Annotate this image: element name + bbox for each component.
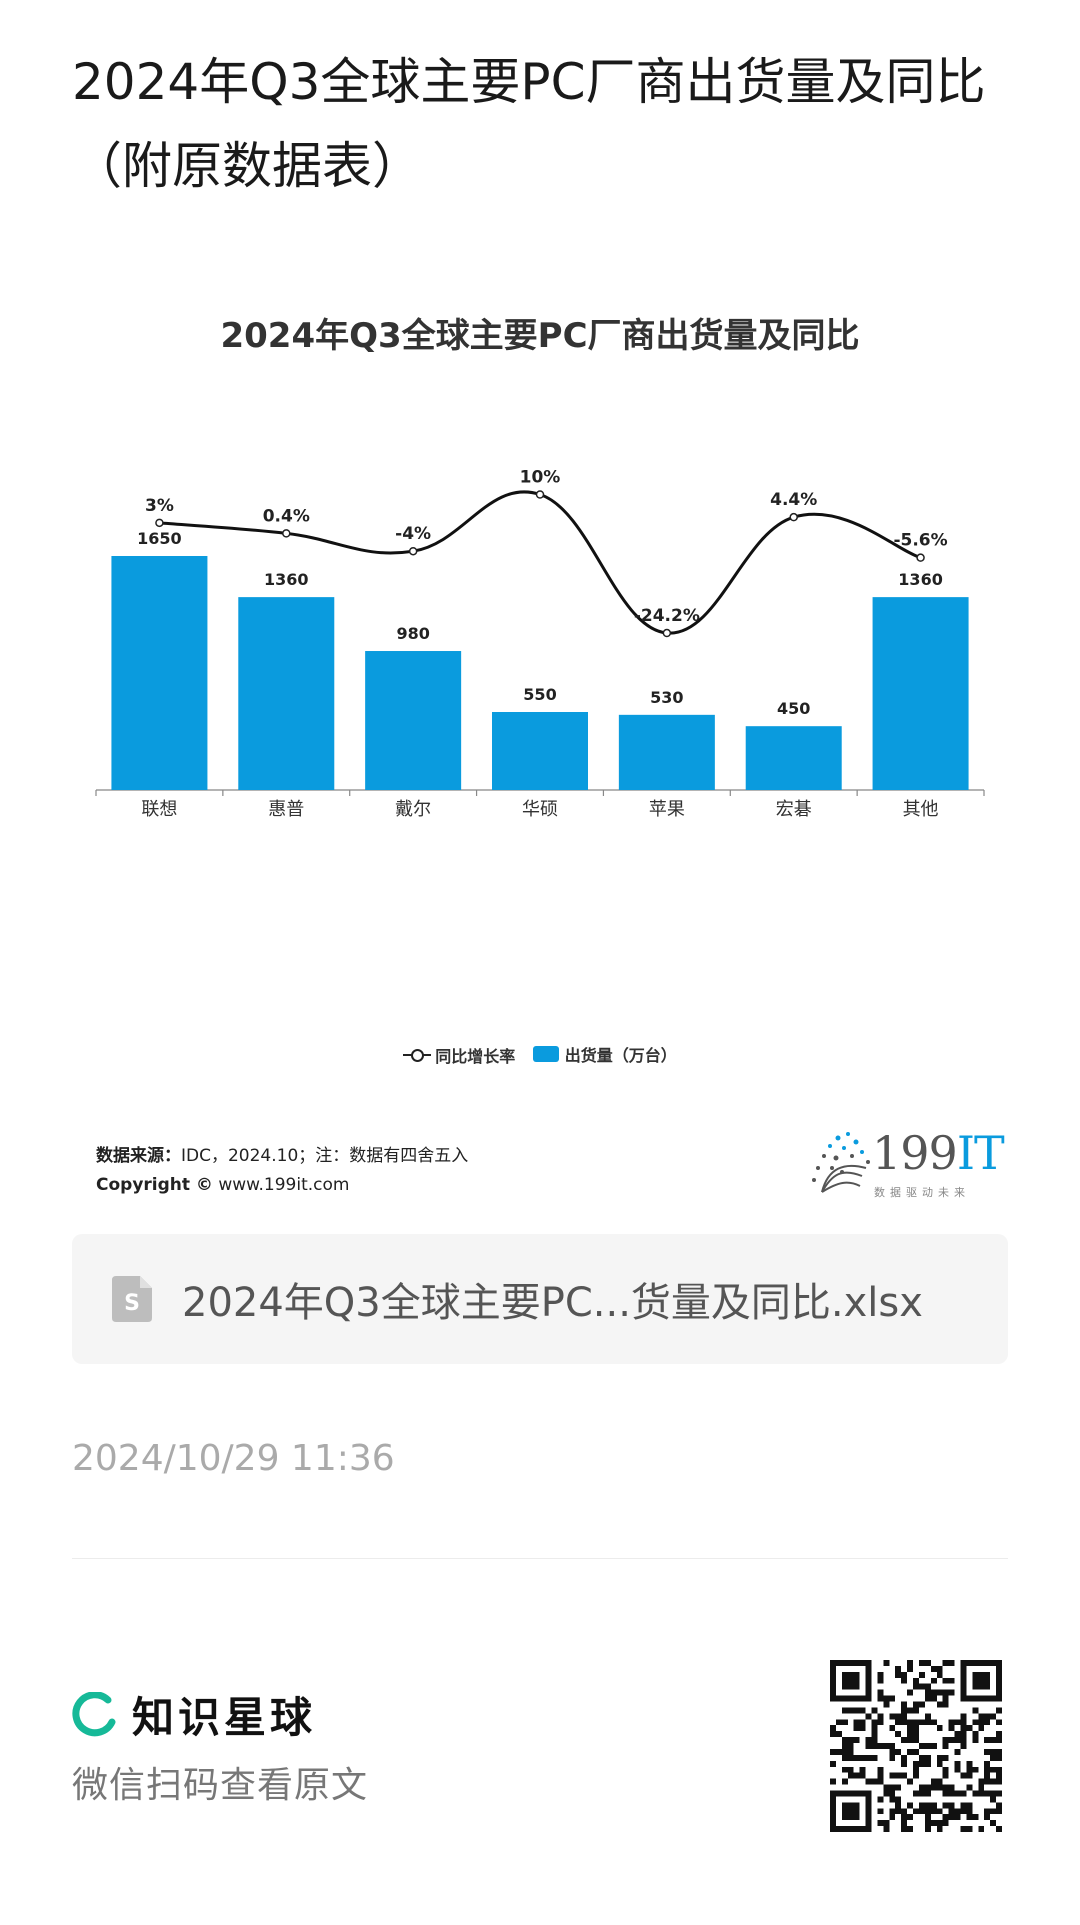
planet-logo-icon — [72, 1691, 116, 1736]
combo-chart: 1650 联想 1360 惠普 980 戴尔 550 华硕 530 苹果 450 宏碁 1360 其他 3%… — [95, 468, 985, 820]
attachment-card[interactable]: S 2024年Q3全球主要PC...货量及同比.xlsx — [72, 1234, 1008, 1364]
growth-point — [408, 546, 418, 556]
bar-4 — [618, 714, 715, 790]
bar-swatch-icon — [532, 1046, 559, 1062]
source-text: IDC，2024.10；注：数据有四舍五入 — [181, 1146, 469, 1166]
attachment-file-name[interactable]: 2024年Q3全球主要PC...货量及同比.xlsx — [182, 1280, 923, 1326]
x-tick-label: 宏碁 — [776, 799, 812, 820]
divider — [72, 1558, 1008, 1559]
x-tick-label: 惠普 — [268, 799, 304, 820]
growth-value-label: 0.4% — [263, 506, 310, 526]
growth-value-label: -5.6% — [893, 531, 947, 551]
x-tick-label: 其他 — [903, 799, 939, 820]
brand-wordmark: 199IT — [872, 1126, 1005, 1180]
growth-value-label: -4% — [395, 524, 431, 544]
legend-item-shipments[interactable]: 出货量（万台） — [532, 1042, 677, 1066]
x-tick-label: 苹果 — [649, 799, 685, 820]
bar-value-label: 1360 — [898, 570, 943, 589]
brand-logo: 199IT 数据驱动未来 — [808, 1126, 1008, 1208]
bar-5 — [745, 726, 842, 790]
growth-point — [155, 518, 164, 528]
chart-title: 2024年Q3全球主要PC厂商出货量及同比 — [220, 316, 860, 356]
line-marker-icon — [403, 1048, 432, 1062]
chart-card: 2024年Q3全球主要PC厂商出货量及同比 1650 联想 1360 惠普 980 戴尔 5… — [72, 290, 1008, 1210]
x-tick-label: 华硕 — [522, 799, 558, 820]
bar-1 — [238, 597, 335, 790]
brand-name: 知识星球 — [132, 1693, 317, 1742]
scan-hint: 微信扫码查看原文 — [72, 1765, 369, 1806]
dandelion-icon — [812, 1132, 870, 1193]
bar-value-label: 1360 — [264, 570, 309, 589]
source-label: 数据来源： — [96, 1146, 181, 1166]
post-timestamp: 2024/10/29 11:36 — [72, 1438, 395, 1479]
bar-value-label: 450 — [777, 699, 810, 718]
bar-3 — [492, 712, 588, 790]
x-tick-label: 戴尔 — [395, 799, 431, 820]
growth-value-label: -24.2% — [634, 606, 700, 626]
growth-point — [789, 512, 798, 522]
qr-code-icon[interactable] — [830, 1660, 1002, 1832]
growth-value-label: 4.4% — [770, 490, 817, 510]
bar-0 — [111, 556, 208, 790]
svg-text:S: S — [124, 1291, 140, 1316]
growth-point — [535, 490, 545, 499]
legend-item-growth[interactable]: 同比增长率 — [403, 1043, 515, 1067]
growth-value-label: 3% — [145, 496, 174, 516]
copyright-label: Copyright © — [96, 1175, 213, 1195]
chart-legend: 同比增长率 出货量（万台） — [72, 1042, 1008, 1067]
brand-slogan: 数据驱动未来 — [874, 1186, 970, 1199]
x-tick-label: 联想 — [141, 799, 177, 820]
page-title: 2024年Q3全球主要PC厂商出货量及同比（附原数据表） — [72, 53, 986, 195]
legend-label-shipments: 出货量（万台） — [564, 1046, 677, 1065]
bar-value-label: 1650 — [137, 529, 182, 548]
bar-6 — [872, 597, 969, 790]
growth-point — [282, 529, 291, 538]
copyright-text: www.199it.com — [218, 1175, 350, 1195]
knowledge-planet-logo: 知识星球 — [72, 1684, 316, 1745]
bar-value-label: 530 — [650, 688, 683, 707]
legend-label-growth: 同比增长率 — [435, 1047, 516, 1066]
growth-value-label: 10% — [520, 468, 561, 488]
spreadsheet-file-icon: S — [112, 1276, 152, 1322]
growth-point — [662, 628, 672, 638]
bar-value-label: 980 — [396, 624, 429, 643]
growth-point — [916, 553, 925, 562]
bar-2 — [365, 651, 462, 790]
bar-value-label: 550 — [523, 685, 556, 704]
chart-source: 数据来源：IDC，2024.10；注：数据有四舍五入 Copyright © w… — [96, 1142, 468, 1200]
